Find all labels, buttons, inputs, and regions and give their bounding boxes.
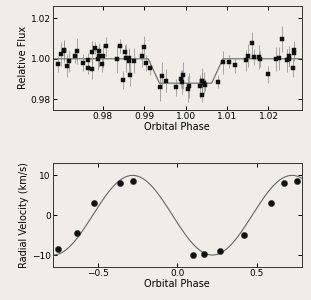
Y-axis label: Radial Velocity (km/s): Radial Velocity (km/s) — [19, 162, 29, 268]
X-axis label: Orbital Phase: Orbital Phase — [144, 122, 210, 132]
X-axis label: Orbital Phase: Orbital Phase — [144, 280, 210, 290]
Y-axis label: Relative Flux: Relative Flux — [18, 26, 28, 89]
